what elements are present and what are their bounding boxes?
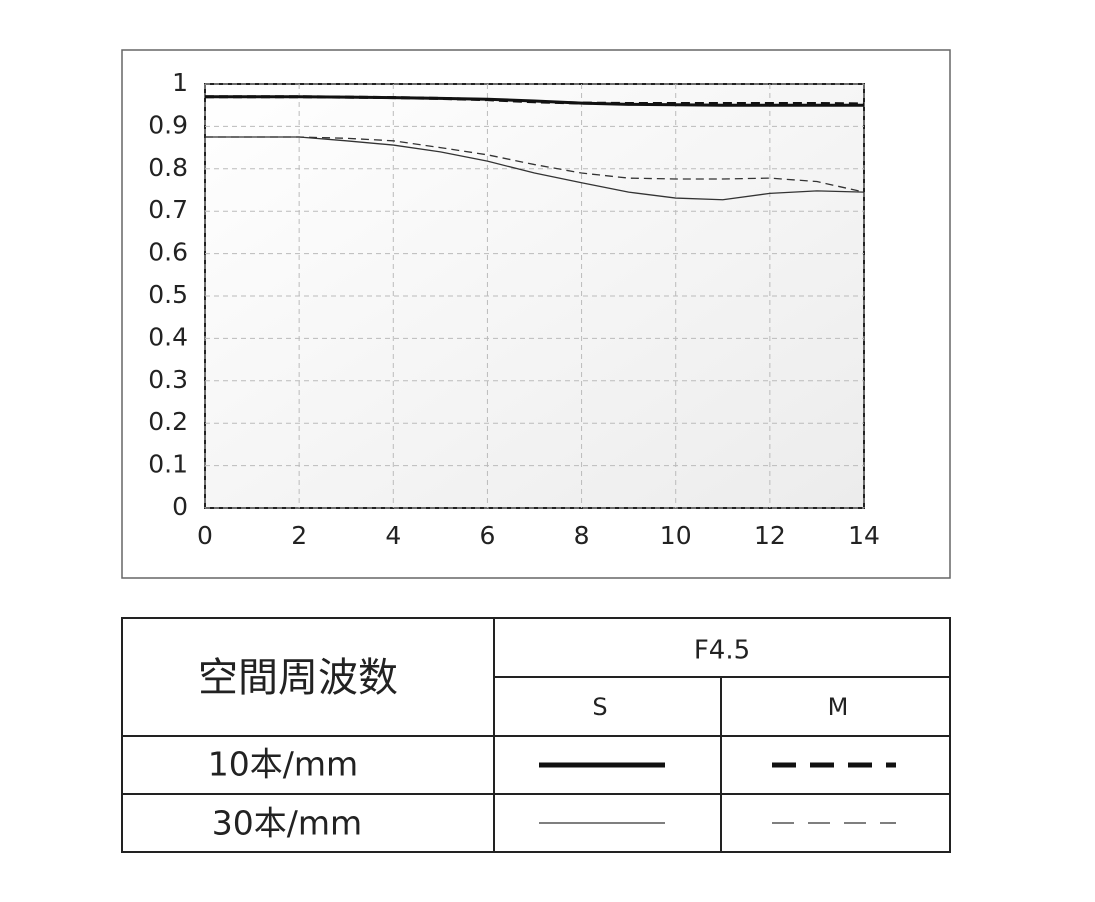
x-tick-label: 0 xyxy=(197,521,213,550)
chart-frame xyxy=(121,49,951,579)
column-label: M xyxy=(828,693,849,721)
x-tick-label: 8 xyxy=(574,521,590,550)
x-tick-label: 14 xyxy=(848,521,880,550)
y-tick-label: 0.6 xyxy=(148,238,188,267)
aperture: F4.5 xyxy=(694,636,750,666)
y-tick-label: 0.2 xyxy=(148,407,188,436)
x-tick-label: 10 xyxy=(660,521,692,550)
x-tick-label: 12 xyxy=(754,521,786,550)
y-tick-label: 0.4 xyxy=(148,322,188,351)
x-tick-label: 6 xyxy=(479,521,495,550)
y-tick-label: 0.9 xyxy=(148,110,188,139)
row-label: 10本/mm xyxy=(208,745,358,784)
legend-table: 空間周波数 F4.5 S M 10本/mm 30本/mm xyxy=(121,617,951,853)
y-tick-label: 0.1 xyxy=(148,450,188,479)
row-label: 30本/mm xyxy=(212,804,362,843)
column-label: S xyxy=(592,693,607,721)
y-tick-label: 0.3 xyxy=(148,365,188,394)
x-tick-label: 4 xyxy=(385,521,401,550)
series-line xyxy=(205,136,865,201)
y-tick-label: 0.5 xyxy=(148,280,188,309)
x-tick-label: 2 xyxy=(291,521,307,550)
y-tick-label: 0 xyxy=(172,492,188,521)
table-header: 空間周波数 xyxy=(198,655,398,701)
y-tick-label: 0.7 xyxy=(148,195,188,224)
series-line xyxy=(205,95,865,106)
series-line xyxy=(205,136,865,193)
y-tick-label: 1 xyxy=(172,68,188,97)
y-tick-label: 0.8 xyxy=(148,153,188,182)
